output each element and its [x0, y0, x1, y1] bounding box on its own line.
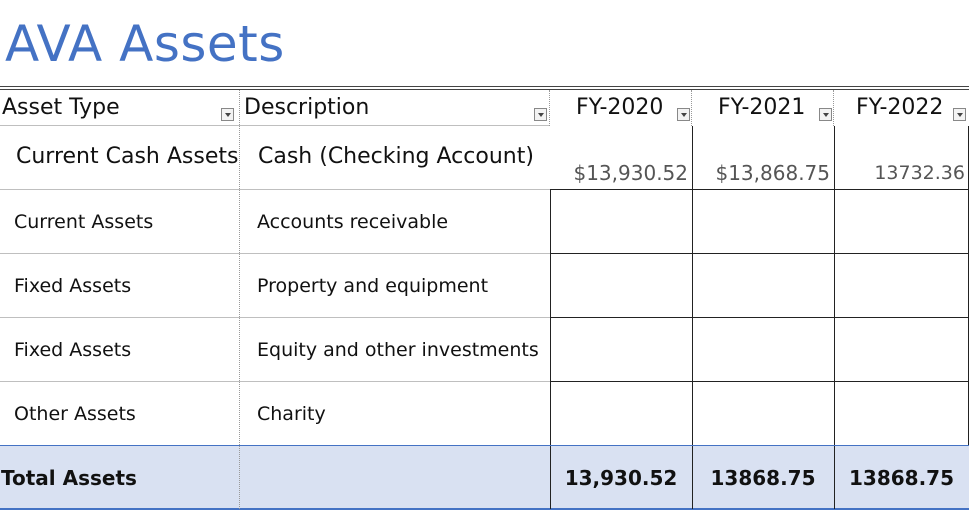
filter-dropdown-asset-type-icon[interactable] — [221, 108, 234, 121]
table-row-cell-fy2022[interactable]: 13732.36 — [874, 162, 965, 184]
table-row-cell-description[interactable]: Property and equipment — [257, 275, 489, 297]
value-grid-line — [550, 189, 969, 190]
column-divider — [549, 90, 550, 126]
column-divider — [239, 90, 240, 509]
value-grid-line — [834, 446, 835, 509]
total-fy2020[interactable]: 13,930.52 — [564, 466, 678, 490]
row-divider — [0, 317, 550, 318]
table-row-cell-asset-type[interactable]: Other Assets — [14, 403, 136, 425]
table-row-cell-description[interactable]: Charity — [257, 403, 326, 425]
header-description-label: Description — [244, 95, 370, 120]
total-row-top-border — [0, 445, 969, 446]
row-divider — [0, 189, 550, 190]
row-divider — [0, 253, 550, 254]
total-fy2021[interactable]: 13868.75 — [710, 466, 816, 490]
filter-dropdown-fy2022-icon[interactable] — [953, 108, 966, 121]
header-rule-bottom — [0, 89, 969, 90]
column-divider — [691, 90, 692, 126]
value-grid-line — [550, 253, 969, 254]
value-grid-line — [550, 189, 551, 509]
table-row-cell-asset-type[interactable]: Current Cash Assets — [16, 144, 239, 169]
table-row-cell-fy2021[interactable]: $13,868.75 — [715, 161, 830, 185]
row-divider — [0, 125, 550, 126]
value-grid-line — [550, 446, 551, 509]
total-row — [0, 446, 969, 509]
table-row-cell-description[interactable]: Accounts receivable — [257, 211, 449, 233]
total-label[interactable]: Total Assets — [1, 466, 137, 490]
header-asset-type-label: Asset Type — [2, 95, 120, 120]
header-fy2020-label: FY-2020 — [576, 95, 664, 120]
filter-dropdown-fy2021-icon[interactable] — [819, 108, 832, 121]
table-row-cell-asset-type[interactable]: Current Assets — [14, 211, 154, 233]
header-fy2022-label: FY-2022 — [856, 95, 944, 120]
page-title: AVA Assets — [5, 15, 285, 73]
table-row-cell-asset-type[interactable]: Fixed Assets — [14, 275, 132, 297]
header-rule-top — [0, 86, 969, 87]
table-row-cell-description[interactable]: Equity and other investments — [257, 339, 539, 361]
column-divider — [833, 90, 834, 126]
table-row-cell-fy2020[interactable]: $13,930.52 — [573, 161, 688, 185]
filter-dropdown-description-icon[interactable] — [534, 108, 547, 121]
table-row-cell-asset-type[interactable]: Fixed Assets — [14, 339, 132, 361]
table-row-cell-description[interactable]: Cash (Checking Account) — [258, 144, 534, 169]
total-row-bottom-border — [0, 508, 969, 510]
header-fy2022[interactable]: FY-2022 — [834, 90, 969, 126]
value-grid-line — [550, 317, 969, 318]
header-description[interactable]: Description — [240, 90, 550, 126]
header-fy2020[interactable]: FY-2020 — [550, 90, 692, 126]
total-fy2022[interactable]: 13868.75 — [848, 466, 954, 490]
row-divider — [0, 381, 550, 382]
column-divider — [239, 446, 240, 509]
header-fy2021[interactable]: FY-2021 — [692, 90, 834, 126]
filter-dropdown-fy2020-icon[interactable] — [677, 108, 690, 121]
value-grid-line — [692, 446, 693, 509]
value-grid-line — [550, 381, 969, 382]
header-fy2021-label: FY-2021 — [718, 95, 806, 120]
header-asset-type[interactable]: Asset Type — [0, 90, 240, 126]
